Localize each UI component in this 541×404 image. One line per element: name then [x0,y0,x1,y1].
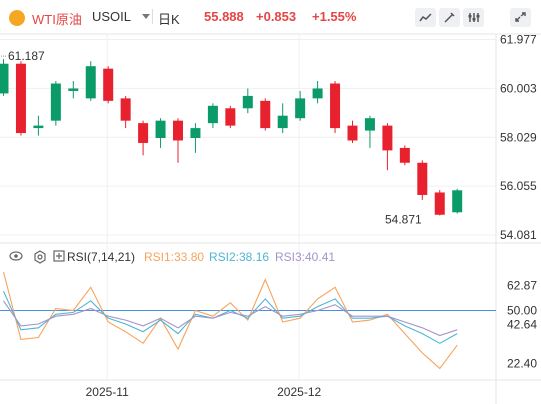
draw-icon[interactable] [439,8,460,27]
candle-body [347,125,358,141]
candle-body [452,190,463,213]
candle-body [295,98,306,119]
candle-body [399,147,410,163]
rsi-line-2 [2,290,458,344]
date-tick-label: 2025-11 [86,385,129,399]
price-tick-label: 56.055 [500,179,537,193]
rsi3-value: RSI3:40.41 [275,250,336,264]
candle-body [85,66,96,99]
chevron-down-icon[interactable] [142,14,150,19]
settings-icon[interactable] [33,250,47,267]
price-tick-label: 58.029 [500,130,537,144]
candle-body [68,88,79,91]
candle-body [260,100,271,129]
rsi-tick-label: 22.40 [507,357,537,371]
candle-body [120,98,131,121]
rsi2-value: RSI2:38.16 [209,250,270,264]
rsi-line-3 [3,300,458,337]
rsi-line-1 [2,271,458,370]
candle-body [50,83,61,121]
price-tick-label: 54.081 [500,228,537,242]
candle-body [138,123,149,143]
candle-body [33,125,44,129]
fullscreen-icon[interactable] [510,8,531,27]
candle-body [242,95,253,109]
date-tick-label: 2025-12 [277,385,321,399]
symbol-name[interactable]: WTI原油 [32,12,82,27]
candle-body [434,192,445,215]
candle-body [15,63,26,134]
settings-icon[interactable] [463,8,484,27]
expand-icon[interactable] [53,250,65,265]
candle-body [364,118,375,131]
eye-icon[interactable] [9,250,23,265]
candle-body [155,120,166,138]
candle-body [225,108,236,126]
rsi1-value: RSI1:33.80 [144,250,205,264]
price-tick-label: 61.977 [500,33,537,47]
rsi-title: RSI(7,14,21) [67,250,136,264]
price-tick-label: 60.003 [500,81,537,95]
wti-logo-icon [9,10,25,26]
rsi-legend: RSI(7,14,21) RSI1:33.80 RSI2:38.16 RSI3:… [0,248,400,266]
candle-body [382,125,393,151]
candle-body [277,115,288,129]
candle-body [417,162,428,195]
candle-body [173,120,183,141]
candle-body [103,68,114,101]
price-change-pct: +1.55% [312,9,357,24]
last-price: 55.888 [204,9,244,24]
candle-body [312,88,323,99]
price-change: +0.853 [256,9,297,24]
high-label: 61.187 [8,49,45,63]
chart-header: WTI原油 USOIL 日K 55.888 +0.853 +1.55% [0,0,541,34]
candle-body [190,128,201,138]
low-label: 54.871 [385,212,422,226]
symbol-code[interactable]: USOIL [92,9,132,24]
rsi-tick-label: 62.87 [507,279,537,293]
period-selector[interactable]: 日K [158,12,180,27]
divider [152,9,153,24]
candle-body [0,63,9,94]
candle-body [330,83,341,129]
rsi-tick-label: 50.00 [507,303,537,317]
candle-body [207,105,218,124]
rsi-tick-label: 42.64 [507,318,537,332]
line-chart-icon[interactable] [415,8,436,27]
